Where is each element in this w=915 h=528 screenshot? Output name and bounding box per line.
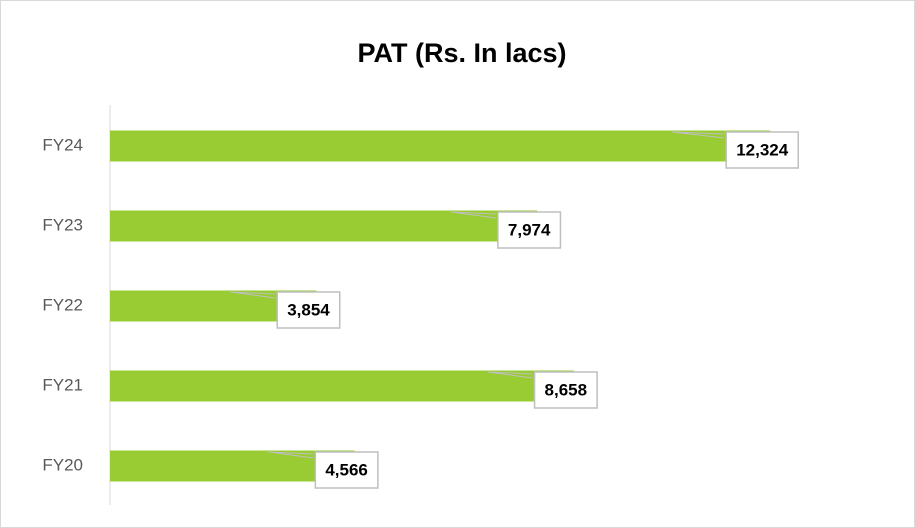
y-tick-label: FY23 xyxy=(42,215,83,234)
data-label-leader xyxy=(487,371,533,379)
data-label-box xyxy=(314,451,379,489)
chart-title: PAT (Rs. In lacs) xyxy=(357,38,566,68)
bar xyxy=(110,130,771,162)
data-label-box xyxy=(533,371,598,409)
data-label: 7,974 xyxy=(508,220,551,239)
y-tick-label: FY21 xyxy=(42,375,83,394)
data-label-leader xyxy=(450,211,496,219)
data-label-leader xyxy=(268,451,314,459)
data-label-leader xyxy=(230,291,276,299)
data-label: 12,324 xyxy=(736,140,789,159)
y-tick-label: FY24 xyxy=(42,135,83,154)
y-tick-label: FY22 xyxy=(42,295,83,314)
bar xyxy=(110,370,574,402)
data-label: 8,658 xyxy=(545,380,588,399)
data-label-box xyxy=(725,131,799,169)
data-label-box xyxy=(497,211,562,249)
data-label: 4,566 xyxy=(325,460,368,479)
data-label-box xyxy=(276,291,341,329)
bar xyxy=(110,450,355,482)
data-label-leader xyxy=(672,131,725,139)
bar xyxy=(110,210,538,242)
y-tick-label: FY20 xyxy=(42,455,83,474)
data-label: 3,854 xyxy=(287,300,330,319)
